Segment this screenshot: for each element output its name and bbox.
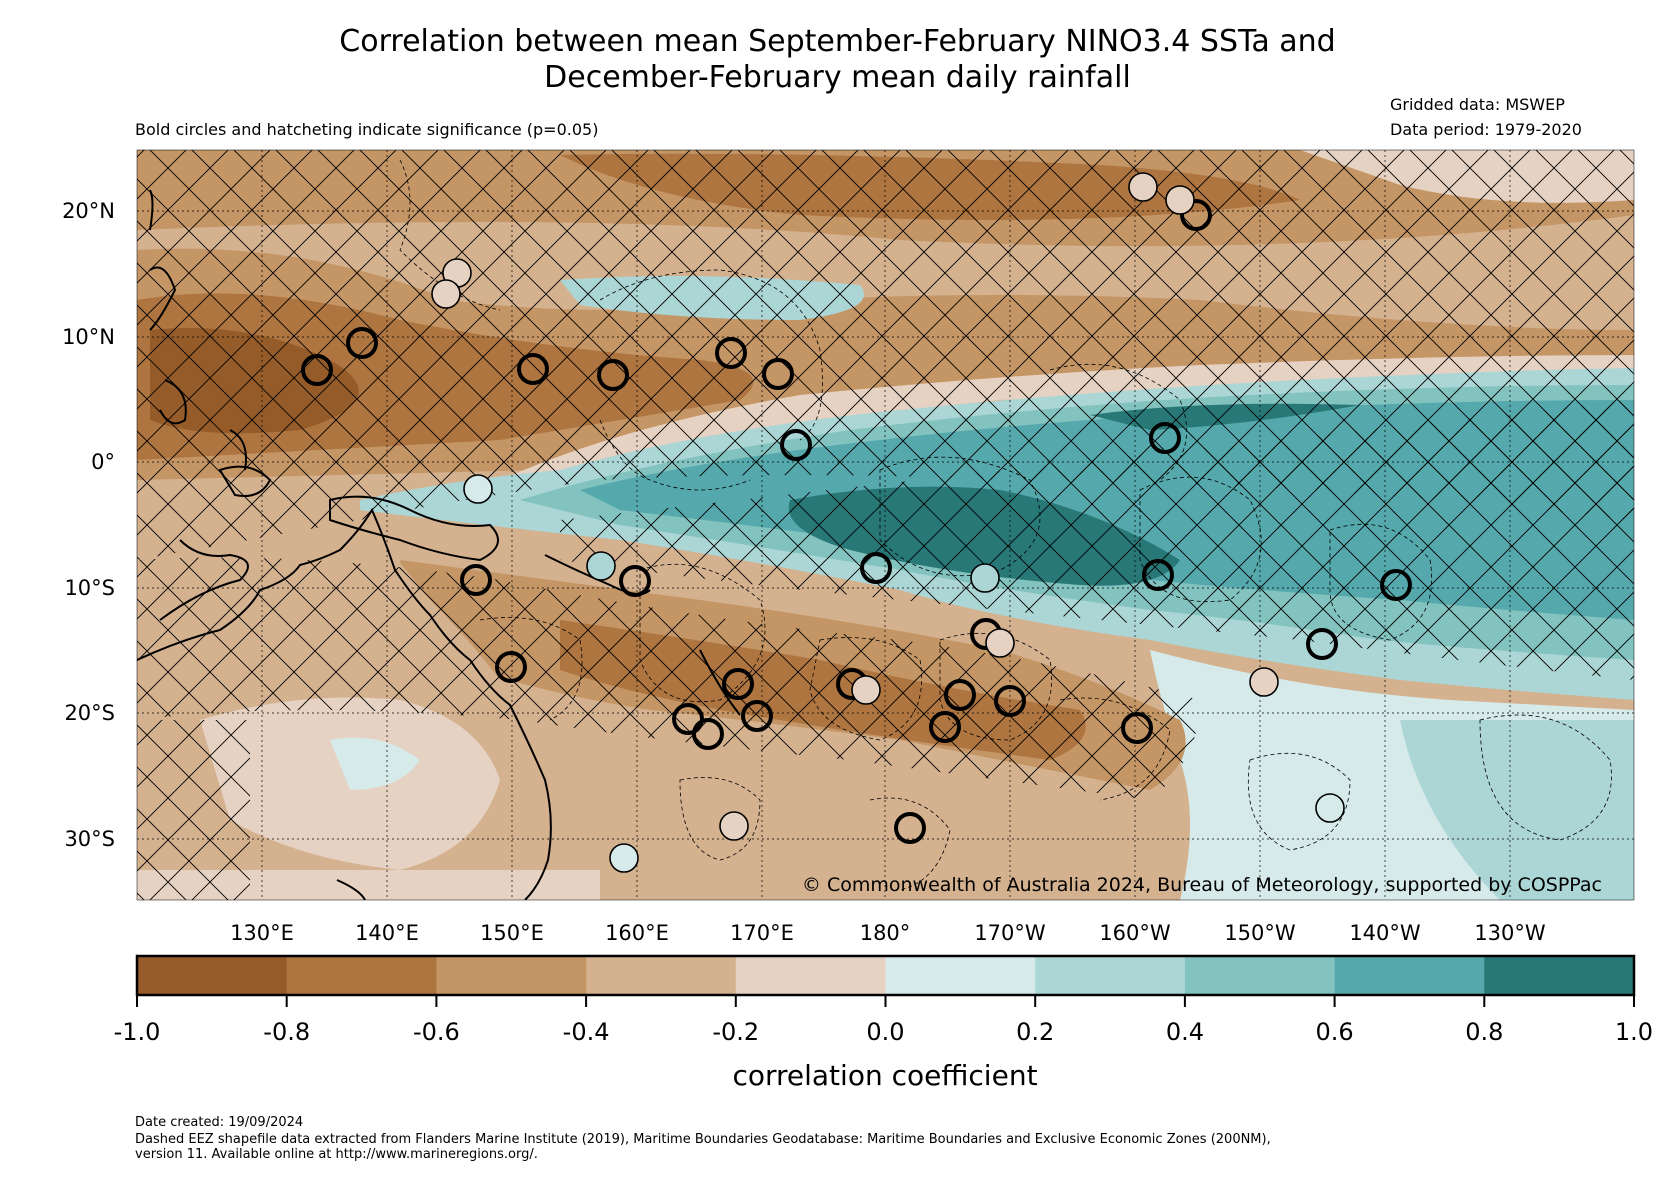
date-created: Date created: 19/09/2024 xyxy=(135,1115,304,1130)
colorbar-segment xyxy=(885,956,1036,995)
significance-note: Bold circles and hatcheting indicate sig… xyxy=(135,120,599,139)
map-title: Correlation between mean September-Febru… xyxy=(0,24,1675,96)
map-frame xyxy=(136,149,1635,901)
colorbar-tick-label: 0.2 xyxy=(1016,1018,1054,1046)
lon-label-130w: 130°W xyxy=(1474,921,1546,945)
copyright-text: © Commonwealth of Australia 2024, Bureau… xyxy=(802,874,1602,896)
lon-label-150w: 150°W xyxy=(1224,921,1296,945)
colorbar-segment xyxy=(1184,956,1336,995)
colorbar-segments xyxy=(137,956,1635,995)
lon-label-140e: 140°E xyxy=(355,921,419,945)
title-line-1: Correlation between mean September-Febru… xyxy=(339,24,1336,59)
station-markers xyxy=(301,172,1412,873)
significant-stations xyxy=(301,199,1412,844)
graticule xyxy=(137,150,1634,900)
lat-label-10s: 10°S xyxy=(64,576,115,600)
lon-label-170w: 170°W xyxy=(974,921,1046,945)
colorbar-tick-label: -0.2 xyxy=(712,1018,759,1046)
colorbar-tick-label: 1.0 xyxy=(1615,1018,1653,1046)
colorbar-segment xyxy=(1484,956,1635,995)
lat-label-20n: 20°N xyxy=(62,199,115,223)
lon-label-130e: 130°E xyxy=(230,921,294,945)
correlation-field xyxy=(137,150,1634,900)
lon-label-170e: 170°E xyxy=(730,921,794,945)
colorbar-segment xyxy=(137,956,288,995)
colorbar-tick-label: 0.8 xyxy=(1465,1018,1503,1046)
colorbar-segment xyxy=(735,956,886,995)
colorbar-tick-label: -0.8 xyxy=(263,1018,310,1046)
lon-label-180: 180° xyxy=(860,921,911,945)
colorbar-tick-label: -1.0 xyxy=(114,1018,161,1046)
colorbar-tick-label: 0.0 xyxy=(866,1018,904,1046)
lat-label-eq: 0° xyxy=(91,450,115,474)
colorbar: -1.0 -0.8 -0.6 -0.4 -0.2 0.0 0.2 0.4 0.6 0.8 1.0 c… xyxy=(114,954,1653,1092)
colorbar-segment xyxy=(1035,956,1186,995)
title-line-2: December-February mean daily rainfall xyxy=(544,60,1131,95)
colorbar-tick-label: -0.4 xyxy=(563,1018,610,1046)
latitude-labels: 20°N 10°N 0° 10°S 20°S 30°S xyxy=(62,199,115,851)
colorbar-segment xyxy=(436,956,587,995)
longitude-labels: 130°E 140°E 150°E 160°E 170°E 180° 170°W… xyxy=(230,921,1546,945)
colorbar-ticks: -1.0 -0.8 -0.6 -0.4 -0.2 0.0 0.2 0.4 0.6 0.8 1.0 xyxy=(114,995,1653,1046)
lon-label-160w: 160°W xyxy=(1099,921,1171,945)
colorbar-tick-label: 0.4 xyxy=(1166,1018,1204,1046)
eez-credit-line-2: version 11. Available online at http://w… xyxy=(135,1147,538,1162)
lat-label-20s: 20°S xyxy=(64,701,115,725)
gridded-data-label: Gridded data: MSWEP xyxy=(1390,95,1565,114)
lon-label-150e: 150°E xyxy=(480,921,544,945)
lon-label-140w: 140°W xyxy=(1349,921,1421,945)
colorbar-segment xyxy=(1334,956,1485,995)
lat-label-30s: 30°S xyxy=(64,827,115,851)
eez-credit-line-1: Dashed EEZ shapefile data extracted from… xyxy=(135,1132,1271,1147)
data-period-label: Data period: 1979-2020 xyxy=(1390,120,1582,139)
colorbar-label: correlation coefficient xyxy=(732,1059,1037,1092)
lon-label-160e: 160°E xyxy=(605,921,669,945)
colorbar-tick-label: 0.6 xyxy=(1316,1018,1354,1046)
colorbar-tick-label: -0.6 xyxy=(413,1018,460,1046)
colorbar-segment xyxy=(286,956,437,995)
colorbar-segment xyxy=(586,956,737,995)
nonsignificant-stations xyxy=(431,172,1345,873)
eez-boundaries xyxy=(399,159,1612,891)
lat-label-10n: 10°N xyxy=(62,325,115,349)
